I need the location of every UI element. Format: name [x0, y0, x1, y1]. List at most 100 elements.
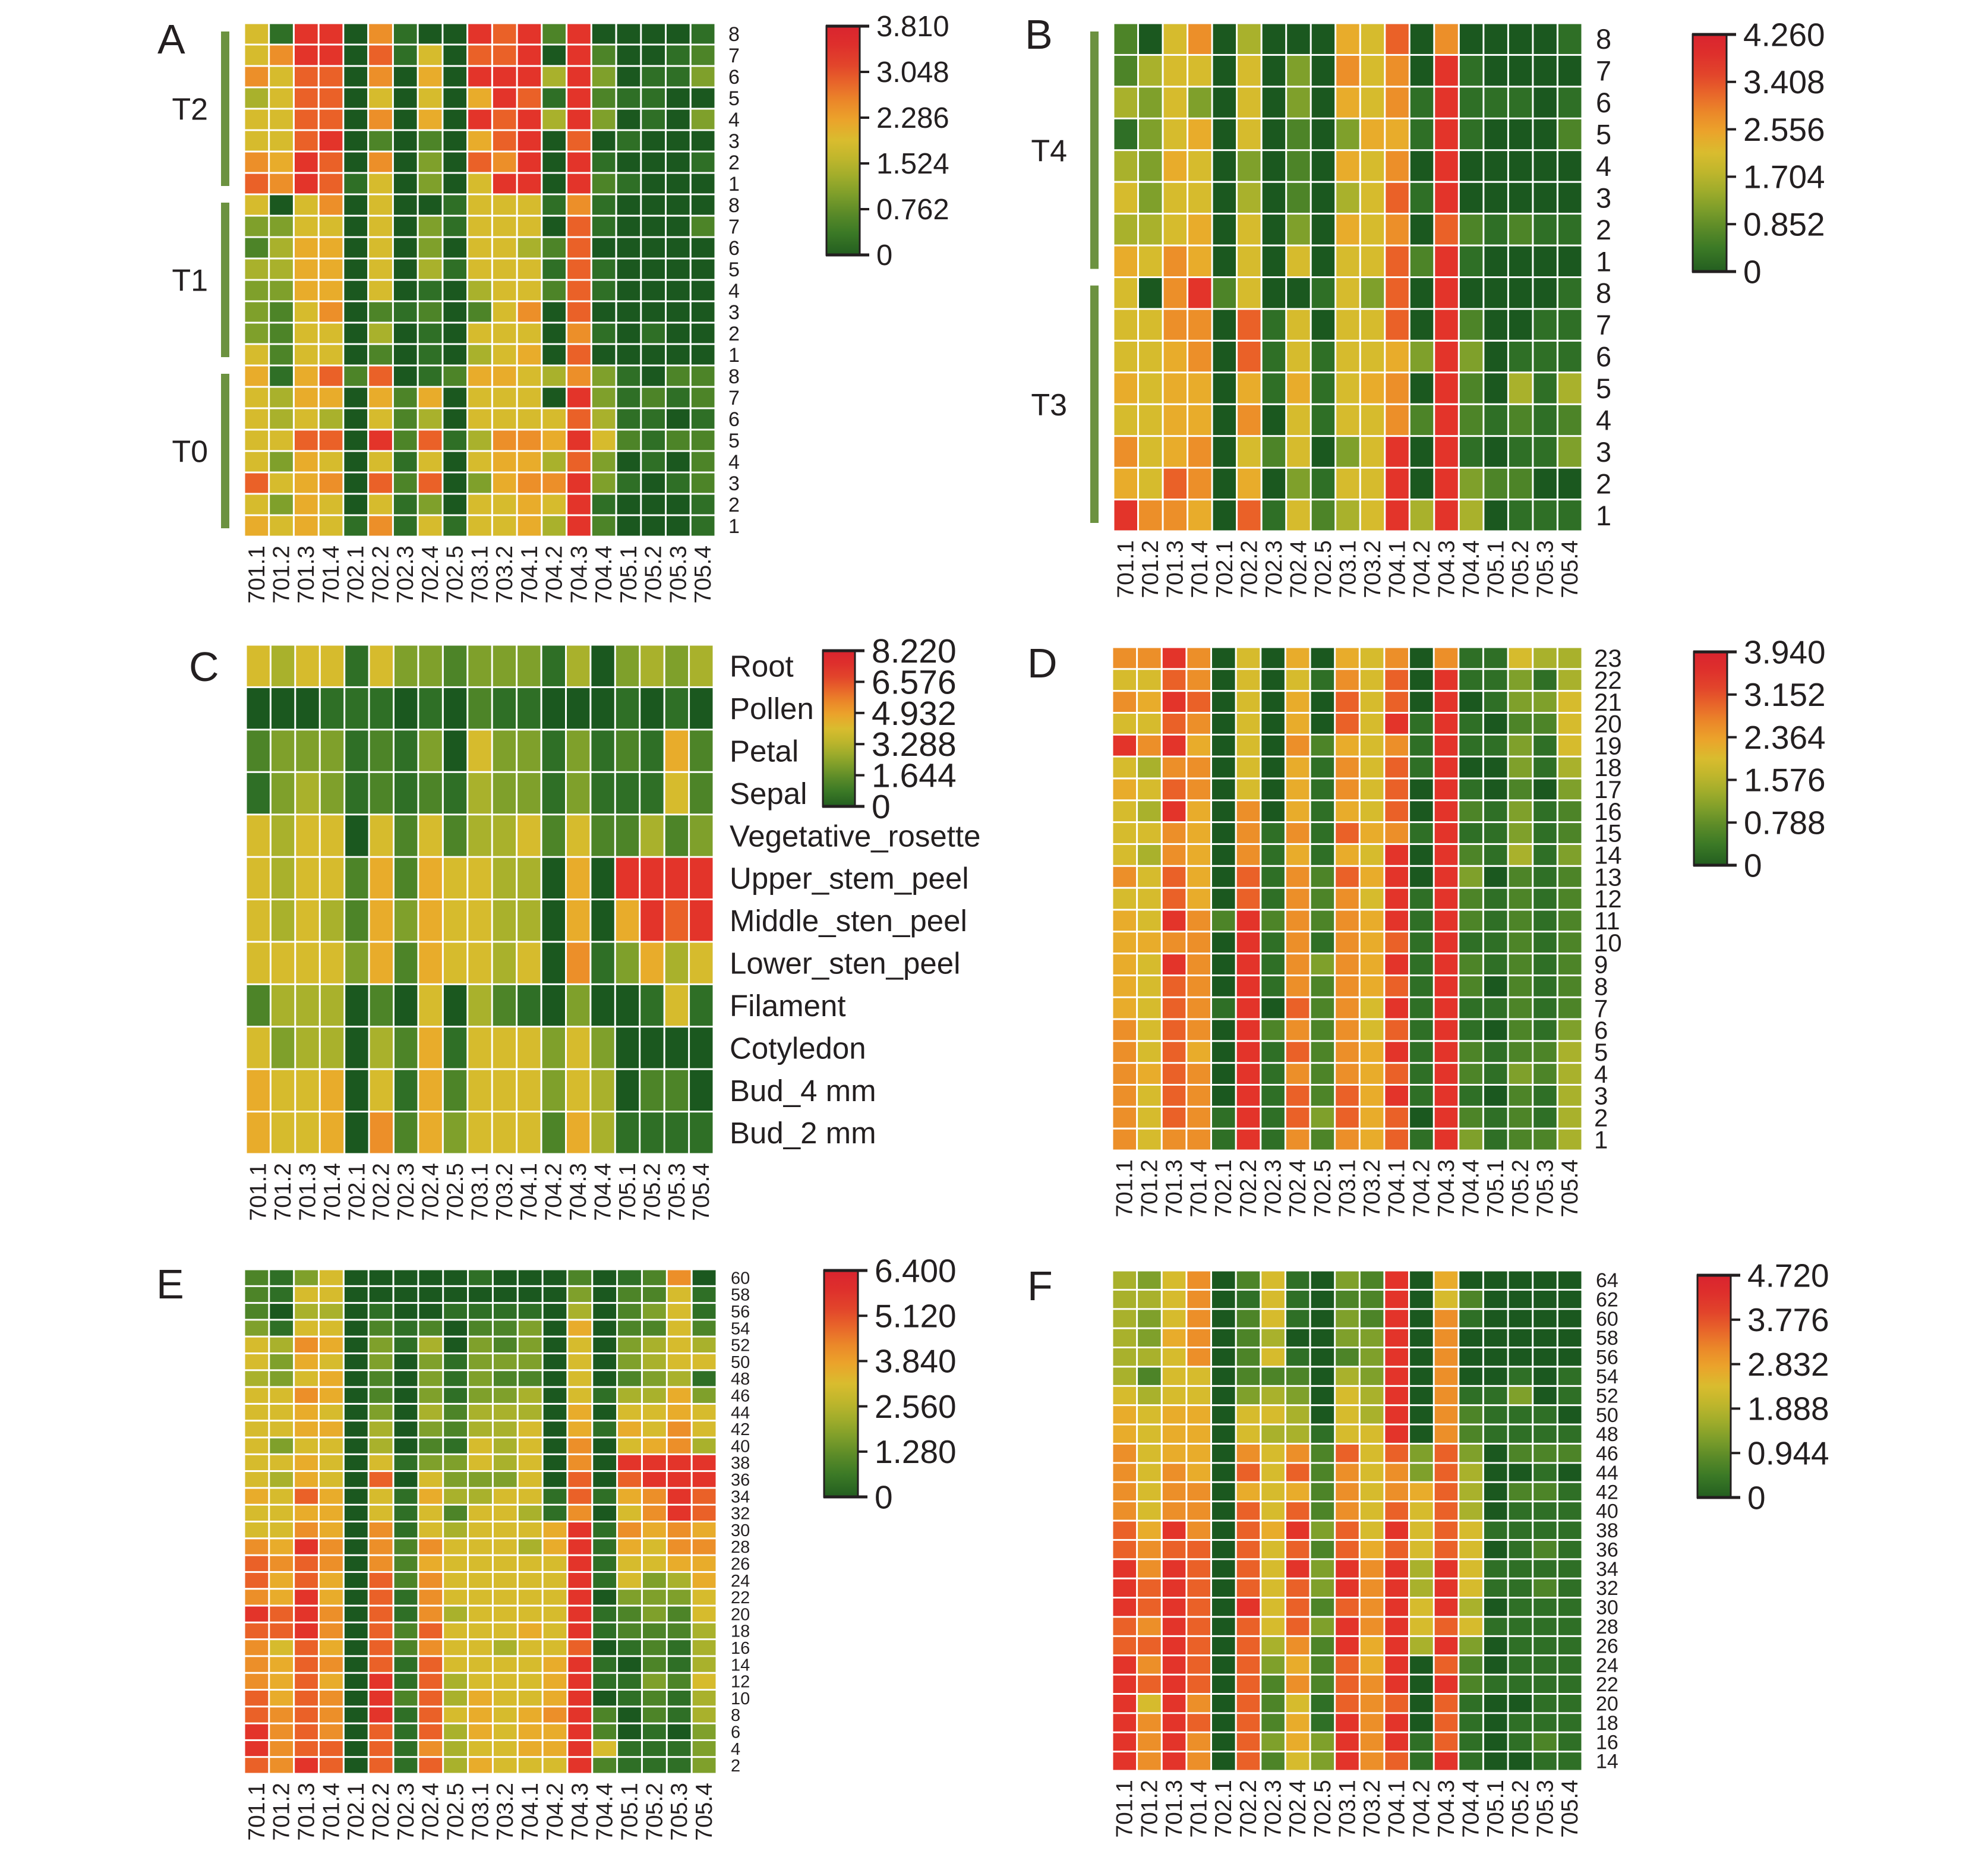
svg-text:704.2: 704.2	[542, 1783, 568, 1841]
svg-text:701.4: 701.4	[1187, 1780, 1212, 1838]
svg-text:2: 2	[1594, 1104, 1608, 1132]
svg-text:704.2: 704.2	[542, 546, 567, 604]
svg-text:19: 19	[1594, 732, 1622, 759]
svg-text:701.4: 701.4	[318, 546, 344, 604]
svg-text:Filament: Filament	[730, 989, 846, 1023]
svg-text:16: 16	[1596, 1731, 1618, 1754]
svg-text:4.720: 4.720	[1747, 1257, 1829, 1294]
svg-text:705.2: 705.2	[639, 1163, 665, 1221]
svg-text:B: B	[1025, 11, 1053, 58]
svg-text:3: 3	[728, 472, 740, 495]
svg-text:44: 44	[1596, 1462, 1618, 1484]
svg-text:705.4: 705.4	[1557, 1780, 1583, 1838]
svg-text:701.2: 701.2	[269, 546, 294, 604]
svg-text:42: 42	[731, 1420, 750, 1439]
svg-text:705.4: 705.4	[1557, 540, 1583, 598]
svg-text:21: 21	[1594, 688, 1622, 716]
svg-text:702.5: 702.5	[443, 1783, 469, 1841]
svg-text:42: 42	[1596, 1481, 1618, 1503]
svg-text:22: 22	[731, 1588, 750, 1607]
svg-text:701.3: 701.3	[1162, 1159, 1187, 1218]
svg-text:18: 18	[731, 1622, 750, 1641]
svg-text:704.1: 704.1	[1384, 1780, 1410, 1838]
svg-text:7: 7	[1596, 309, 1611, 340]
svg-text:Petal: Petal	[730, 734, 799, 768]
svg-text:16: 16	[1594, 797, 1622, 825]
svg-text:704.1: 704.1	[1384, 1159, 1410, 1218]
svg-text:703.2: 703.2	[492, 546, 517, 604]
svg-text:705.3: 705.3	[665, 546, 691, 604]
svg-text:Root: Root	[730, 650, 794, 683]
svg-text:1: 1	[728, 173, 740, 196]
svg-text:3.840: 3.840	[875, 1343, 957, 1380]
svg-text:4: 4	[728, 451, 740, 474]
svg-text:704.1: 704.1	[1384, 540, 1410, 598]
svg-text:704.2: 704.2	[541, 1163, 567, 1221]
svg-text:2: 2	[1596, 214, 1611, 245]
svg-text:5: 5	[728, 258, 740, 281]
svg-text:8: 8	[1596, 23, 1611, 55]
svg-text:D: D	[1027, 640, 1058, 686]
svg-text:4: 4	[1594, 1060, 1608, 1088]
svg-text:28: 28	[1596, 1616, 1618, 1638]
svg-text:64: 64	[1596, 1269, 1618, 1292]
svg-text:2.556: 2.556	[1743, 111, 1825, 148]
svg-text:705.3: 705.3	[1533, 540, 1558, 598]
svg-text:701.3: 701.3	[1163, 540, 1188, 598]
svg-text:5.120: 5.120	[875, 1297, 957, 1334]
svg-text:705.1: 705.1	[1484, 540, 1509, 598]
svg-text:52: 52	[731, 1336, 750, 1355]
svg-text:23: 23	[1594, 644, 1622, 672]
svg-text:8: 8	[1596, 278, 1611, 309]
svg-text:704.2: 704.2	[1409, 1780, 1434, 1838]
svg-text:703.1: 703.1	[1334, 1159, 1360, 1218]
svg-text:6: 6	[728, 237, 740, 260]
svg-text:20: 20	[1596, 1693, 1618, 1716]
svg-text:Bud_4 mm: Bud_4 mm	[730, 1074, 876, 1108]
svg-text:703.1: 703.1	[468, 1783, 493, 1841]
svg-text:3: 3	[728, 301, 740, 324]
svg-text:46: 46	[731, 1386, 750, 1405]
svg-text:F: F	[1027, 1263, 1053, 1309]
svg-text:1.524: 1.524	[876, 148, 949, 180]
svg-text:705.1: 705.1	[616, 546, 642, 604]
svg-text:701.3: 701.3	[1162, 1780, 1187, 1838]
svg-text:704.1: 704.1	[517, 1783, 543, 1841]
svg-text:E: E	[156, 1261, 184, 1307]
svg-text:0: 0	[876, 239, 892, 272]
svg-text:703.1: 703.1	[467, 1163, 493, 1221]
svg-text:56: 56	[1596, 1347, 1618, 1369]
svg-text:30: 30	[731, 1521, 750, 1540]
svg-text:Lower_sten_peel: Lower_sten_peel	[730, 946, 960, 980]
svg-text:60: 60	[731, 1269, 750, 1288]
svg-text:701.2: 701.2	[269, 1783, 295, 1841]
svg-text:8: 8	[1594, 973, 1608, 1001]
svg-text:26: 26	[1596, 1635, 1618, 1657]
svg-text:8.220: 8.220	[872, 632, 957, 670]
svg-text:6: 6	[731, 1723, 740, 1742]
svg-text:704.3: 704.3	[1434, 1159, 1459, 1218]
svg-text:702.5: 702.5	[443, 1163, 468, 1221]
svg-text:703.2: 703.2	[1359, 1780, 1385, 1838]
svg-text:2.364: 2.364	[1744, 719, 1826, 756]
svg-text:704.4: 704.4	[590, 1163, 616, 1221]
svg-text:1.704: 1.704	[1743, 159, 1825, 196]
svg-text:3.288: 3.288	[872, 726, 957, 764]
svg-text:705.2: 705.2	[1508, 1159, 1533, 1218]
svg-text:6.400: 6.400	[875, 1252, 957, 1289]
svg-text:705.2: 705.2	[642, 1783, 667, 1841]
svg-text:705.4: 705.4	[692, 1783, 717, 1841]
svg-text:705.3: 705.3	[664, 1163, 690, 1221]
svg-text:62: 62	[1596, 1289, 1618, 1311]
svg-text:30: 30	[1596, 1597, 1618, 1619]
svg-text:702.2: 702.2	[1236, 1780, 1261, 1838]
svg-text:58: 58	[1596, 1327, 1618, 1350]
svg-text:704.3: 704.3	[1434, 1780, 1459, 1838]
svg-text:3: 3	[1596, 182, 1611, 213]
svg-text:702.2: 702.2	[1236, 540, 1262, 598]
svg-text:702.1: 702.1	[343, 546, 369, 604]
svg-text:705.4: 705.4	[1557, 1159, 1583, 1218]
svg-text:10: 10	[731, 1689, 750, 1708]
svg-text:702.1: 702.1	[1211, 1159, 1236, 1218]
svg-text:702.2: 702.2	[1236, 1159, 1261, 1218]
